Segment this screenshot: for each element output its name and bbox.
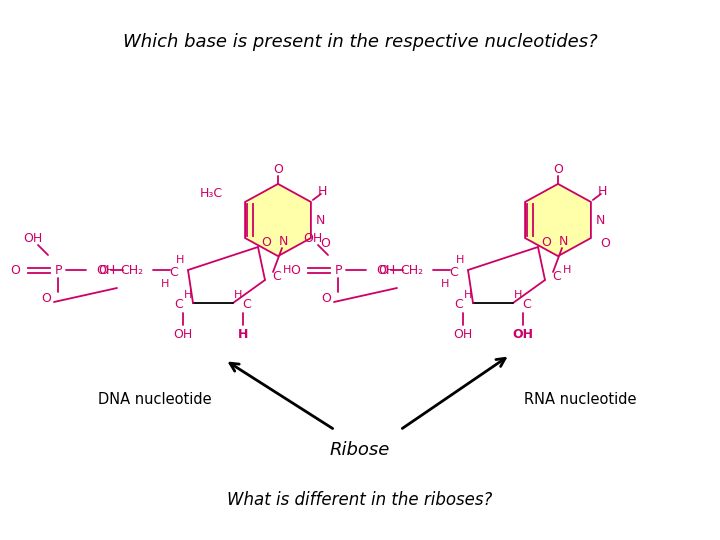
Text: H: H [514, 290, 522, 300]
Text: O: O [378, 264, 388, 276]
Text: OH: OH [96, 264, 115, 276]
Text: H: H [456, 255, 464, 265]
Text: O: O [290, 264, 300, 276]
Text: O: O [261, 237, 271, 249]
Text: H: H [441, 279, 449, 289]
Text: OH: OH [174, 328, 193, 341]
Text: DNA nucleotide: DNA nucleotide [98, 393, 212, 408]
Text: OH: OH [303, 232, 323, 245]
Text: P: P [334, 264, 342, 276]
Text: CH₂: CH₂ [120, 264, 143, 276]
Text: H: H [283, 265, 291, 275]
Text: O: O [321, 292, 331, 305]
Text: C: C [553, 271, 562, 284]
Text: C: C [454, 299, 464, 312]
Text: N: N [279, 234, 288, 247]
Text: OH: OH [454, 328, 472, 341]
Polygon shape [245, 184, 311, 256]
Text: N: N [596, 213, 606, 226]
Text: RNA nucleotide: RNA nucleotide [523, 393, 636, 408]
Text: H: H [184, 290, 192, 300]
Text: What is different in the riboses?: What is different in the riboses? [228, 491, 492, 509]
Text: OH: OH [23, 232, 42, 245]
Text: OH: OH [513, 328, 534, 341]
Text: O: O [541, 237, 551, 249]
Text: H: H [234, 290, 242, 300]
Text: Ribose: Ribose [330, 441, 390, 459]
Text: Which base is present in the respective nucleotides?: Which base is present in the respective … [122, 33, 598, 51]
Text: H: H [161, 279, 169, 289]
Text: O: O [553, 164, 563, 177]
Text: C: C [449, 266, 459, 279]
Text: OH: OH [376, 264, 395, 276]
Text: C: C [243, 299, 251, 312]
Text: O: O [600, 237, 610, 249]
Text: H: H [238, 328, 248, 341]
Text: H₃C: H₃C [200, 187, 223, 200]
Text: C: C [170, 266, 179, 279]
Text: H: H [598, 185, 608, 198]
Text: H: H [563, 265, 571, 275]
Text: P: P [54, 264, 62, 276]
Text: O: O [41, 292, 51, 305]
Polygon shape [525, 184, 591, 256]
Text: H: H [176, 255, 184, 265]
Text: C: C [175, 299, 184, 312]
Text: O: O [10, 264, 20, 276]
Text: N: N [316, 213, 325, 226]
Text: O: O [320, 237, 330, 249]
Text: C: C [523, 299, 531, 312]
Text: C: C [273, 271, 282, 284]
Text: CH₂: CH₂ [400, 264, 423, 276]
Text: O: O [98, 264, 108, 276]
Text: H: H [464, 290, 472, 300]
Text: N: N [558, 234, 567, 247]
Text: O: O [273, 164, 283, 177]
Text: H: H [318, 185, 328, 198]
